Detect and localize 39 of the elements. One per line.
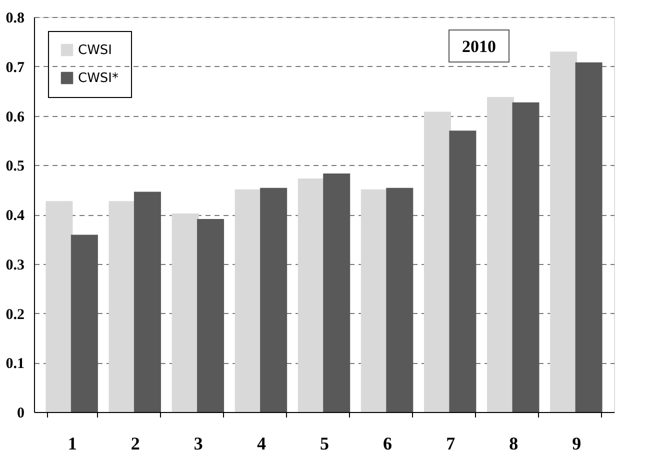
y-tick-label: 0.2: [6, 306, 24, 323]
bar: [234, 189, 262, 412]
legend-label: CWSI*: [78, 71, 120, 86]
annotation: 2010: [462, 37, 496, 56]
y-tick-label: 0.5: [6, 158, 24, 175]
bar: [386, 188, 414, 412]
x-tick-label: 8: [509, 434, 518, 454]
bar: [172, 214, 199, 412]
bar: [134, 192, 161, 412]
bar: [197, 218, 224, 412]
bar: [323, 174, 350, 412]
y-tick-label: 0.4: [6, 208, 25, 224]
legend-label: CWSI: [78, 43, 112, 58]
bar: [70, 234, 98, 412]
bar: [298, 178, 325, 412]
bar: [260, 188, 288, 412]
x-tick-label: 2: [130, 434, 140, 454]
x-tick-label: 6: [383, 434, 392, 454]
x-tick-label: 9: [572, 434, 582, 454]
x-tick-label: 3: [194, 434, 203, 454]
y-tick-label: 0.3: [6, 257, 24, 274]
x-tick-label: 7: [446, 434, 456, 454]
x-tick-label: 4: [256, 434, 266, 454]
bar: [360, 189, 388, 412]
bar: [424, 112, 451, 412]
x-tick-label: 5: [320, 434, 329, 454]
y-tick-label: 0.7: [6, 60, 25, 76]
bar: [550, 52, 578, 412]
bar: [46, 201, 73, 412]
x-tick-label: 1: [68, 434, 77, 454]
y-tick-label: 0: [17, 406, 24, 422]
bar: [512, 102, 540, 412]
bar: [449, 130, 476, 412]
y-tick-label: 0.1: [6, 356, 24, 372]
bar: [575, 62, 602, 412]
y-tick-label: 0.8: [6, 10, 24, 26]
bar: [108, 201, 136, 412]
y-tick-label: 0.6: [6, 109, 25, 126]
bar: [487, 96, 514, 412]
